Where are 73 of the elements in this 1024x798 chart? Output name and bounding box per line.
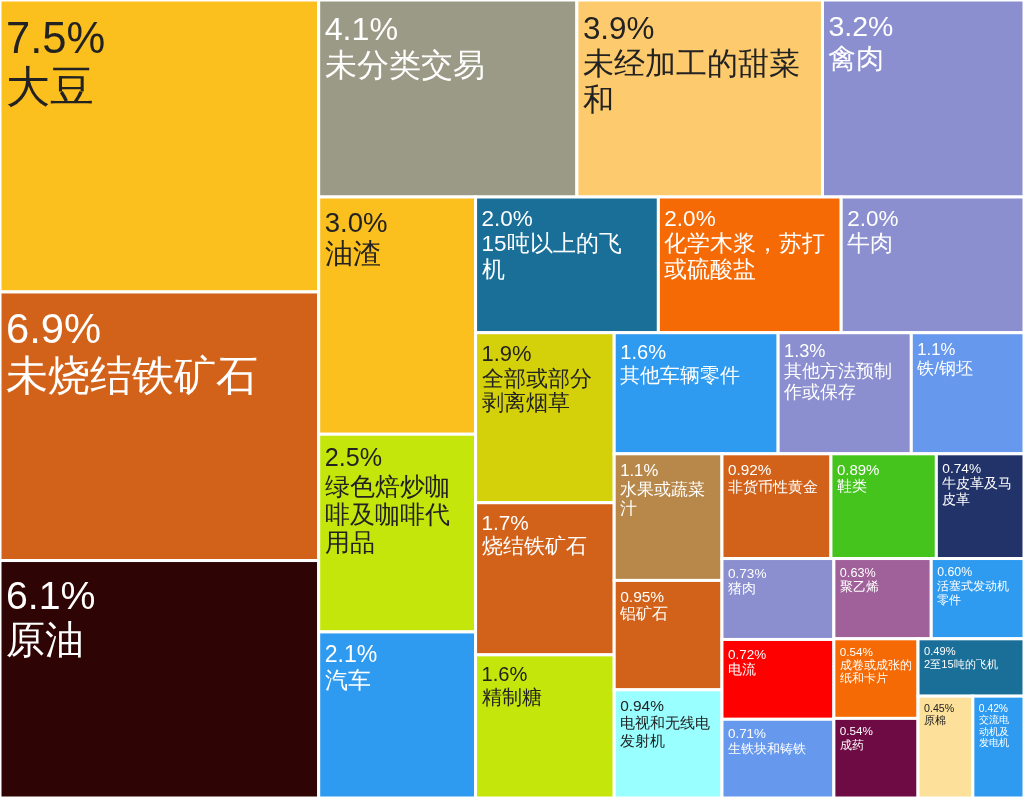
data-label: 3.2% (828, 9, 894, 42)
data-label: 2.1% (324, 640, 378, 667)
data-label: 6.9% (6, 304, 102, 352)
category-label: 鞋类 (836, 477, 867, 495)
data-label: 0.60% (937, 565, 973, 580)
category-label: 电视和无线电发射机 (620, 714, 711, 749)
data-label: 6.1% (6, 572, 96, 617)
category-label: 原油 (6, 616, 84, 661)
category-label: 大豆 (6, 62, 94, 111)
data-label: 2.0% (664, 206, 716, 232)
category-label: 水果或蔬菜汁 (620, 480, 706, 518)
cell: 0.49% 2至15吨的飞机 (916, 637, 1024, 698)
data-label: 0.54% (839, 644, 874, 658)
category-label: 汽车 (324, 666, 371, 693)
category-label: 交流电动机及发电机 (978, 714, 1009, 749)
data-label: 4.1% (324, 11, 399, 48)
category-label: 化学木浆，苏打或硫酸盐 (664, 231, 826, 282)
category-label: 其他车辆零件 (620, 363, 741, 386)
category-label: 成药 (839, 737, 864, 751)
data-label: 1.3% (784, 341, 826, 362)
data-label: 0.45% (924, 702, 955, 715)
category-label: 铁/钢坯 (916, 359, 973, 379)
data-label: 1.6% (481, 663, 528, 686)
data-label: 0.63% (839, 565, 876, 580)
category-label: 其他方法预制作或保存 (783, 361, 893, 402)
category-label: 非货币性黄金 (727, 477, 818, 495)
category-label: 原棉 (924, 714, 947, 727)
category-label: 绿色焙炒咖啡及咖啡代用品 (324, 471, 450, 556)
category-label: 禽肉 (828, 41, 885, 74)
category-label: 成卷或成张的纸和卡片 (839, 657, 912, 685)
cell: 0.54% 成卷或成张的纸和卡片 (832, 637, 920, 720)
data-label: 0.95% (620, 587, 665, 605)
data-label: 3.0% (324, 206, 388, 238)
cell: 1.6% 精制糖 (474, 653, 616, 798)
category-label: 铝矿石 (619, 605, 669, 623)
category-label: 未烧结铁矿石 (6, 351, 258, 399)
data-label: 0.42% (978, 702, 1009, 714)
category-label: 猪肉 (727, 580, 756, 596)
category-label: 2至15吨的飞机 (924, 657, 998, 670)
category-label: 活塞式发动机零件 (937, 579, 1010, 607)
data-label: 7.5% (6, 13, 106, 62)
category-label: 牛皮革及马皮革 (942, 476, 1013, 507)
data-label: 0.49% (924, 645, 956, 658)
category-label: 精制糖 (481, 685, 542, 708)
category-label: 未经加工的甜菜和 (582, 46, 800, 117)
cell: 0.42% 交流电动机及发电机 (971, 694, 1024, 798)
data-label: 2.5% (324, 443, 382, 472)
category-label: 全部或部分剥离烟草 (481, 365, 592, 416)
data-label: 0.74% (942, 461, 982, 477)
data-label: 0.89% (836, 460, 880, 478)
data-label: 2.0% (847, 206, 899, 232)
data-label: 1.7% (481, 510, 529, 534)
data-label: 0.71% (727, 726, 767, 742)
data-label: 1.1% (917, 340, 956, 360)
data-label: 1.6% (620, 341, 667, 364)
category-label: 聚乙烯 (839, 579, 879, 594)
data-label: 0.54% (839, 724, 874, 738)
data-label: 0.72% (727, 646, 767, 662)
data-label: 1.1% (620, 461, 659, 481)
data-label: 1.9% (481, 341, 532, 367)
category-label: 油渣 (324, 237, 381, 269)
data-label: 0.94% (620, 697, 665, 715)
category-label: 15吨以上的飞机 (481, 231, 622, 282)
data-label: 0.73% (727, 565, 767, 581)
category-label: 电流 (727, 661, 756, 677)
category-label: 牛肉 (847, 231, 894, 257)
category-label: 生铁块和铸铁 (727, 741, 806, 757)
category-label: 未分类交易 (324, 47, 485, 84)
cell: 0.54% 成药 (832, 716, 920, 798)
data-label: 2.0% (481, 206, 533, 232)
data-label: 3.9% (582, 11, 655, 47)
category-label: 烧结铁矿石 (481, 534, 587, 558)
data-label: 0.92% (727, 460, 772, 478)
